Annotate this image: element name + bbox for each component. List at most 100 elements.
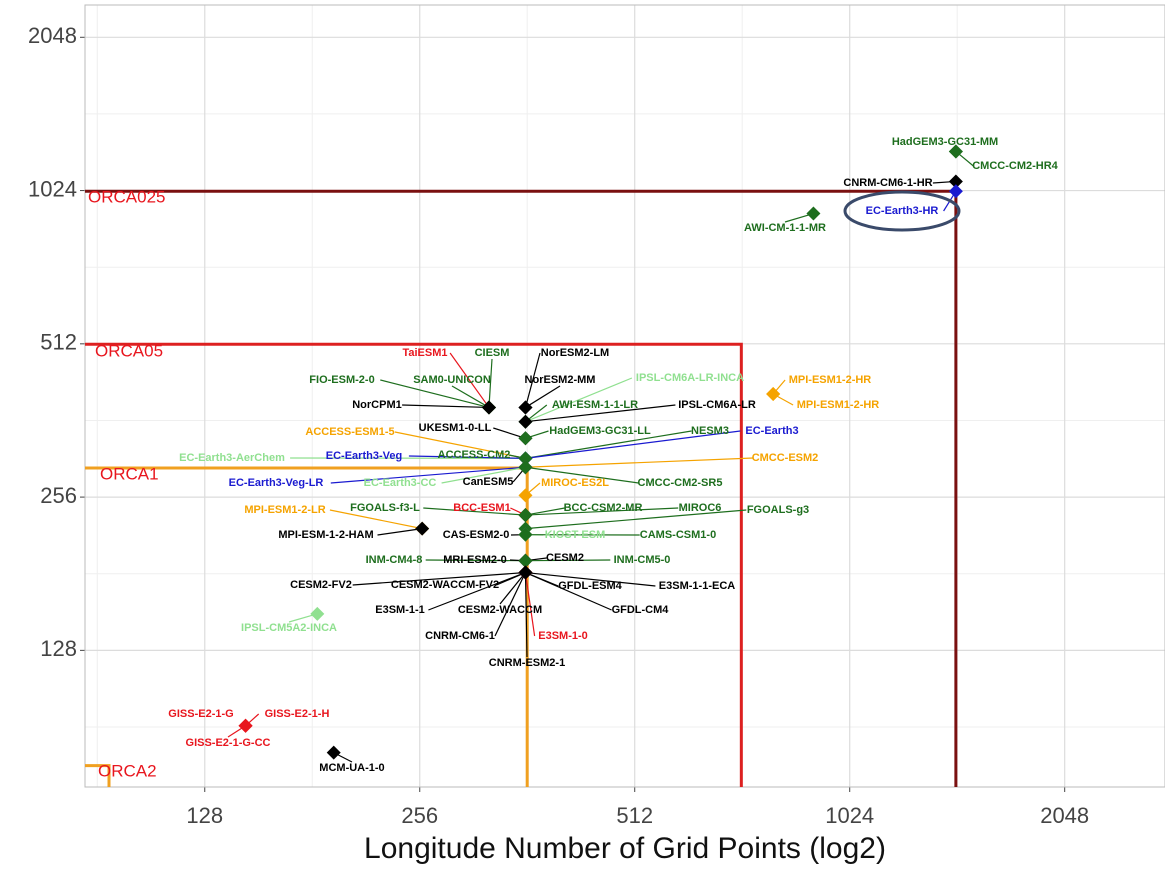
point-label: CESM2 (546, 552, 584, 564)
point-label: E3SM-1-0 (538, 630, 588, 642)
leader-line (524, 572, 528, 658)
leader-line (525, 430, 692, 459)
leader-line (488, 358, 493, 408)
point-label: EC-Earth3-HR (866, 205, 939, 217)
point-label: ACCESS-CM2 (438, 449, 511, 461)
point-label: CESM2-WACCM-FV2 (391, 579, 499, 591)
point-label: SAM0-UNICON (413, 374, 491, 386)
leader-line (524, 572, 536, 637)
leader-line (524, 352, 541, 408)
point (948, 184, 963, 199)
leader-line (451, 385, 490, 408)
point-label: CAMS-CSM1-0 (640, 529, 716, 541)
point-label: FGOALS-g3 (747, 504, 809, 516)
point-label: CMCC-ESM2 (752, 452, 819, 464)
point-label: UKESM1-0-LL (419, 422, 492, 434)
point-label: CNRM-ESM2-1 (489, 657, 565, 669)
leader-line (525, 509, 747, 530)
point (806, 206, 821, 221)
point-label: EC-Earth3-AerChem (179, 452, 285, 464)
leader-line (525, 404, 676, 423)
leader-line (377, 528, 423, 536)
leader-line (525, 571, 656, 587)
point-label: MPI-ESM1-2-LR (244, 504, 325, 516)
leader-line (525, 457, 754, 468)
point-label: BCC-CSM2-MR (564, 502, 643, 514)
leader-line (449, 352, 490, 408)
point-label: INM-CM5-0 (614, 554, 671, 566)
point-label: IPSL-CM6A-LR (678, 399, 756, 411)
point-label: CNRM-CM6-1 (425, 630, 495, 642)
leader-line (525, 385, 561, 408)
leader-line (441, 466, 526, 484)
region-outline (85, 342, 743, 787)
point (518, 460, 533, 475)
point (518, 527, 533, 542)
leader-line (525, 559, 611, 562)
point-label: MIROC6 (679, 502, 722, 514)
x-tick-label: 128 (186, 803, 223, 828)
point-label: CanESM5 (463, 476, 514, 488)
leader-line (380, 379, 490, 409)
leader-line (408, 455, 526, 459)
point-label: GISS-E2-1-H (265, 708, 330, 720)
point (518, 414, 533, 429)
point-label: IPSL-CM5A2-INCA (241, 622, 337, 634)
point (310, 606, 325, 621)
leader-line (329, 509, 423, 530)
point (518, 451, 533, 466)
point (326, 745, 341, 760)
leader-line (525, 430, 741, 459)
point-label: CESM2-FV2 (290, 579, 352, 591)
point-label: CNRM-CM6-1-HR (843, 177, 932, 189)
region-outline (85, 764, 111, 787)
point-label: CAS-ESM2-0 (443, 529, 510, 541)
point-label: NorESM2-LM (541, 347, 609, 359)
point (481, 400, 496, 415)
leader-line (525, 466, 639, 484)
x-tick-label: 1024 (825, 803, 874, 828)
point-label: GFDL-ESM4 (558, 580, 622, 592)
point-label: IPSL-CM6A-LR-INCA (636, 372, 744, 384)
leader-line (402, 404, 489, 409)
point-label: FIO-ESM-2-0 (309, 374, 374, 386)
y-tick-label: 512 (40, 330, 77, 355)
point-label: TaiESM1 (402, 347, 447, 359)
leader-line (423, 507, 526, 516)
leader-line (330, 466, 526, 484)
point-label: MIROC-ES2L (541, 477, 609, 489)
point (518, 553, 533, 568)
region-label: ORCA1 (100, 464, 159, 483)
point (518, 431, 533, 446)
point-label: CMCC-CM2-SR5 (638, 477, 723, 489)
point-label: MPI-ESM1-2-HR (797, 399, 880, 411)
point-label: GFDL-CM4 (612, 604, 670, 616)
point-label: NESM3 (691, 425, 729, 437)
leader-line (525, 507, 679, 516)
point-label: CMCC-CM2-HR4 (972, 160, 1058, 172)
point (948, 174, 963, 189)
point-label: FGOALS-f3-L (350, 502, 420, 514)
leader-line (525, 377, 633, 423)
panel-border (84, 4, 1165, 788)
point (518, 508, 533, 523)
point-label: ACCESS-ESM1-5 (305, 426, 394, 438)
point-label: MPI-ESM1-2-HR (789, 374, 872, 386)
point (415, 521, 430, 536)
leader-line (428, 571, 526, 611)
point-label: MPI-ESM-1-2-HAM (278, 529, 373, 541)
x-tick-label: 256 (401, 803, 438, 828)
y-tick-label: 128 (40, 636, 77, 661)
leader-line (494, 572, 527, 637)
point-label: INM-CM4-8 (366, 554, 423, 566)
leader-line (499, 572, 526, 605)
point-label: KIOST-ESM (545, 529, 606, 541)
y-tick-label: 1024 (28, 176, 77, 201)
x-tick-label: 2048 (1040, 803, 1089, 828)
point-label: HadGEM3-GC31-MM (892, 136, 998, 148)
point-label: EC-Earth3 (745, 425, 798, 437)
y-tick-label: 2048 (28, 23, 77, 48)
point-label: MCM-UA-1-0 (319, 762, 384, 774)
region-label: ORCA025 (88, 187, 165, 206)
point-label: EC-Earth3-Veg (326, 450, 402, 462)
